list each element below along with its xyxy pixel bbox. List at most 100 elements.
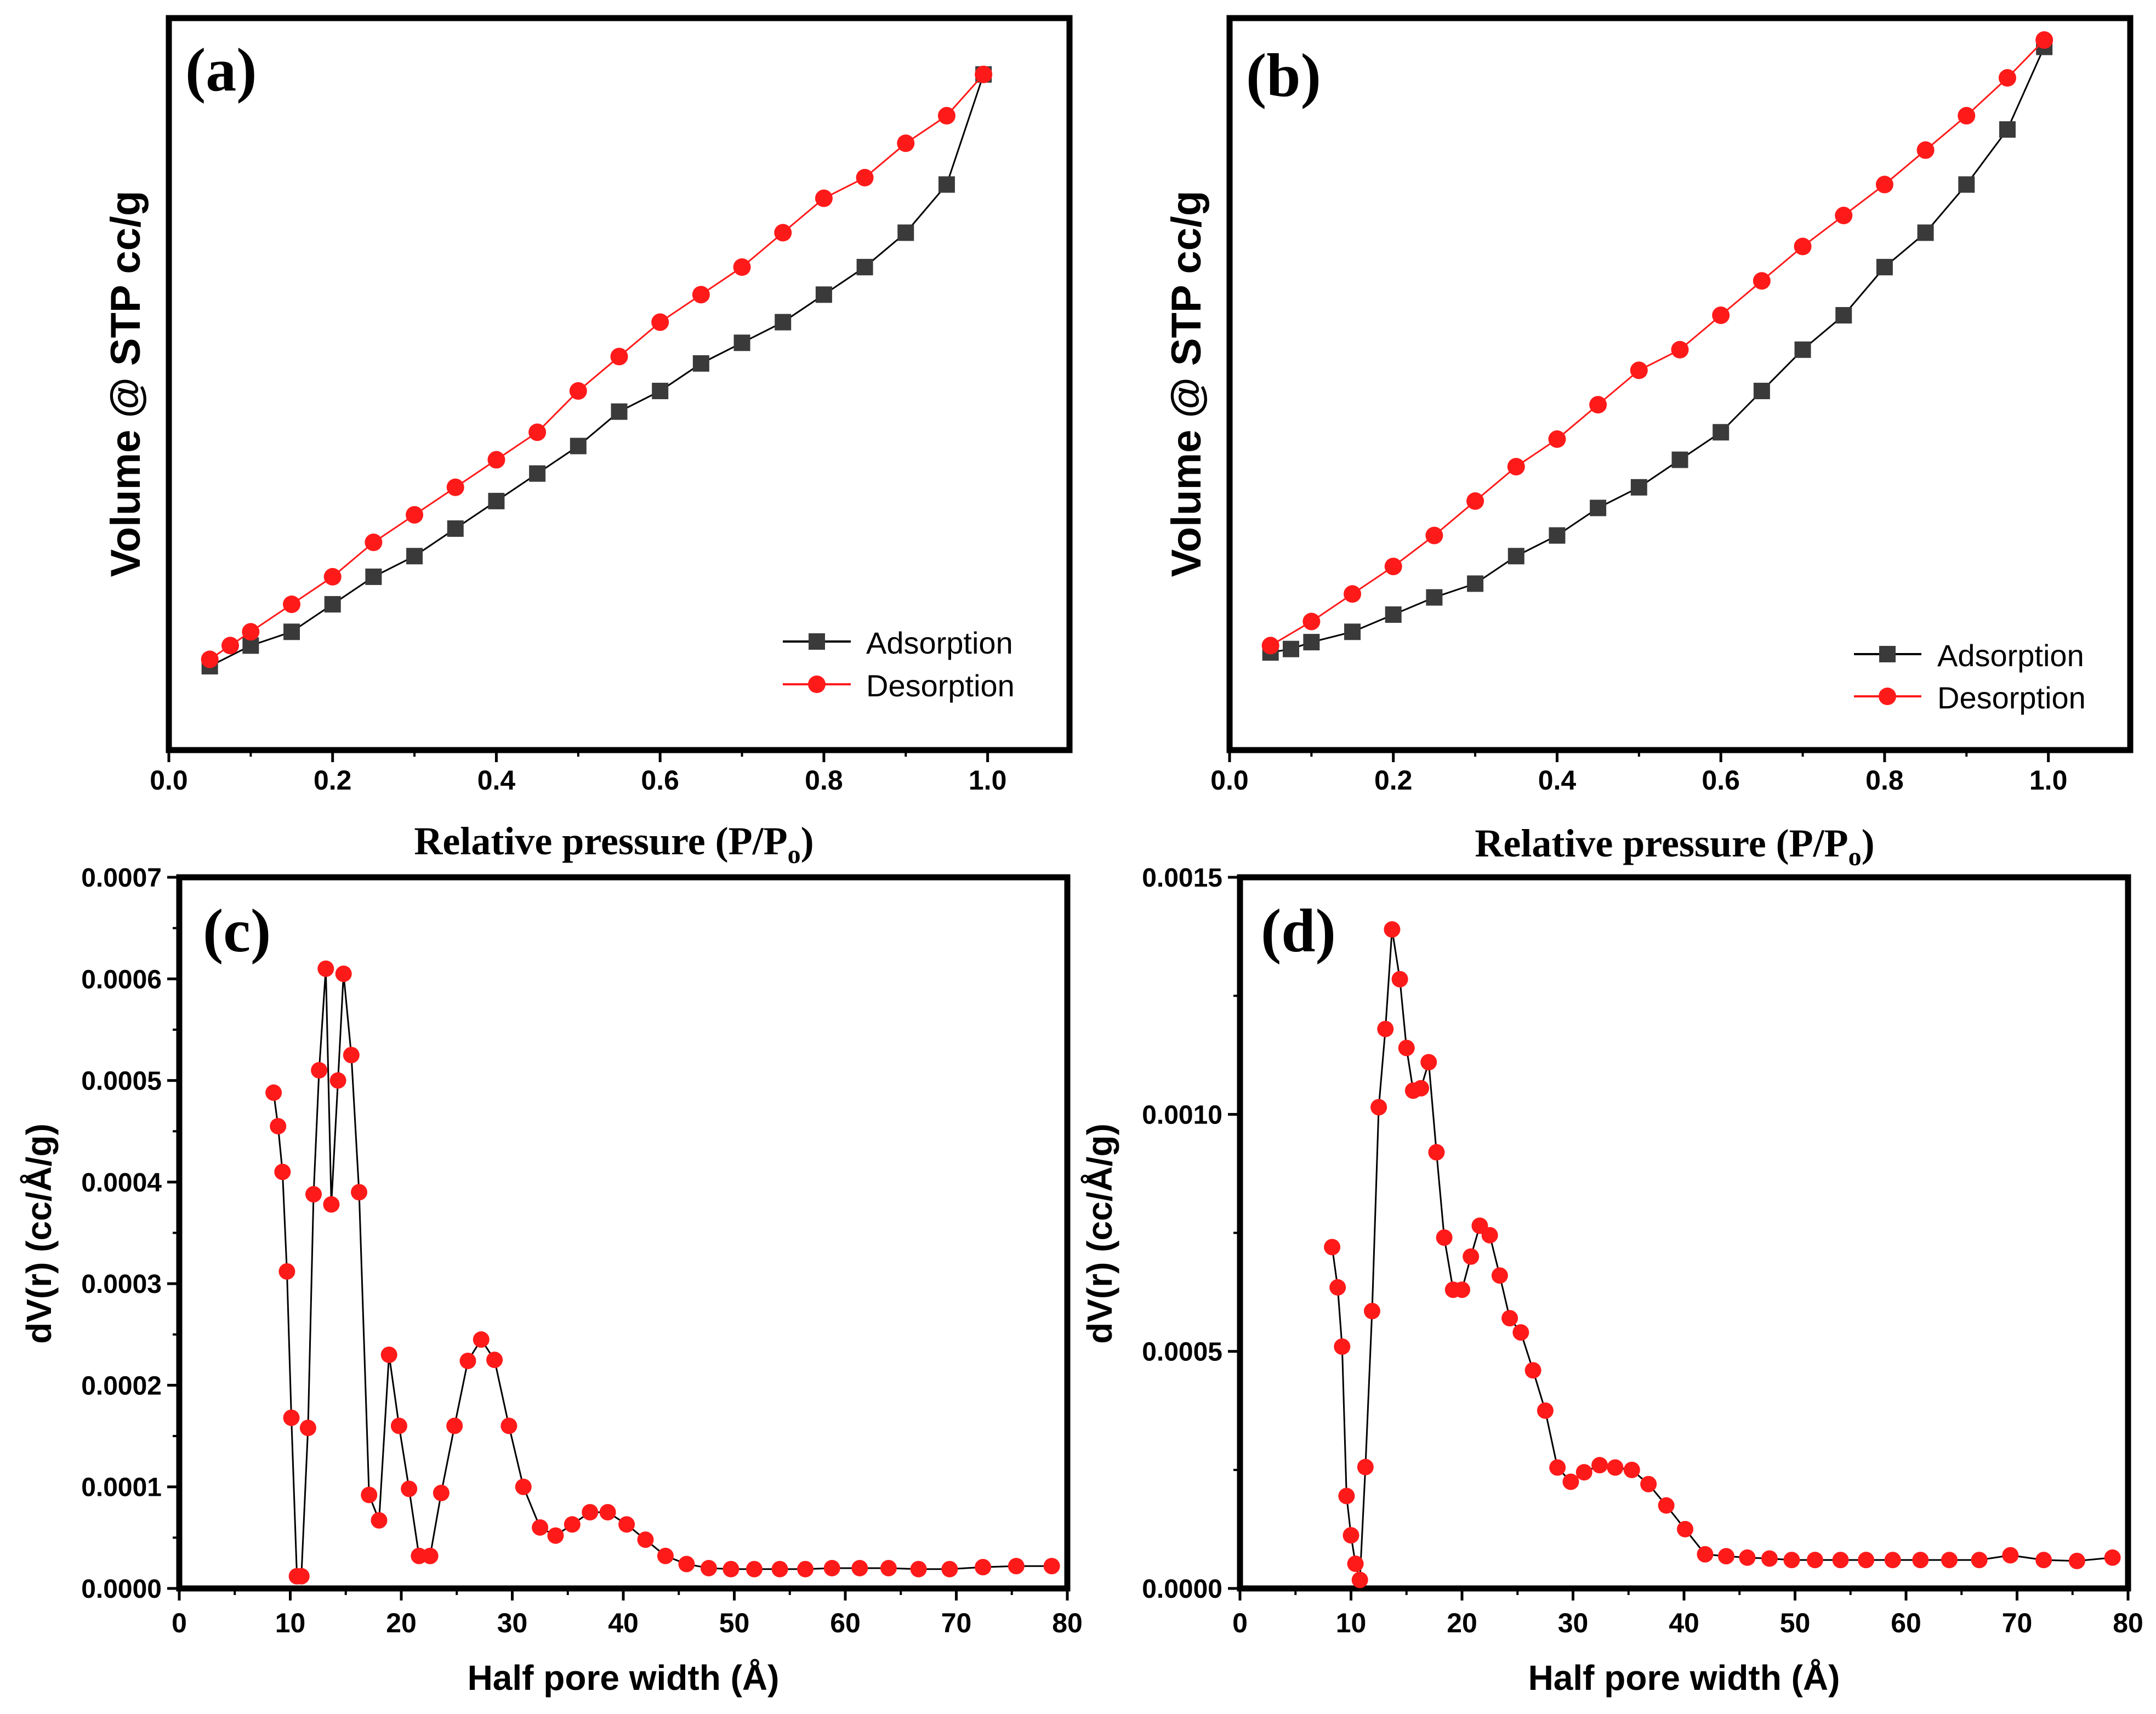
x-tick-label: 30 [1558, 1608, 1589, 1638]
data-point [351, 1184, 368, 1201]
y-tick-label: 0.0002 [81, 1371, 162, 1400]
data-point [1739, 1549, 1756, 1566]
y-tick-label: 0.0000 [1142, 1575, 1222, 1604]
legend-marker-desorption [1879, 688, 1896, 705]
data-point-adsorption [1467, 575, 1484, 592]
series-layer [1324, 921, 2121, 1588]
data-point [1607, 1459, 1624, 1476]
data-point [2035, 1552, 2052, 1569]
data-point [1454, 1281, 1470, 1298]
data-point-desorption [365, 534, 383, 552]
data-point-adsorption [1590, 500, 1607, 517]
legend-marker-desorption [808, 676, 826, 693]
data-point [1501, 1310, 1518, 1327]
data-point-adsorption [1303, 634, 1320, 651]
x-axis-label-close: ) [801, 819, 814, 863]
legend: Adsorption Desorption [1854, 638, 2086, 715]
x-tick-label: 0.4 [1538, 765, 1577, 796]
data-point [1512, 1324, 1529, 1341]
panel-label: (d) [1261, 897, 1336, 965]
data-point [746, 1560, 763, 1577]
data-point [1334, 1338, 1351, 1355]
series-layer [201, 65, 993, 675]
data-point [1324, 1239, 1341, 1256]
data-point-adsorption [938, 176, 955, 193]
data-point [1491, 1267, 1508, 1284]
data-point-adsorption [815, 286, 832, 303]
data-point [1524, 1362, 1541, 1379]
data-point-desorption [221, 637, 240, 655]
data-point-desorption [1507, 458, 1525, 476]
data-point-adsorption [1549, 527, 1566, 544]
data-point [1832, 1552, 1849, 1569]
data-point-adsorption [611, 403, 628, 420]
data-point [1761, 1550, 1778, 1567]
plot-frame [1226, 15, 2134, 753]
data-point [317, 960, 334, 977]
data-point [1858, 1552, 1875, 1569]
legend-label-adsorption: Adsorption [1937, 638, 2084, 673]
data-point [486, 1352, 503, 1369]
data-point [270, 1117, 287, 1134]
data-point-desorption [1630, 361, 1648, 379]
panel-a: 0.0 0.2 0.4 0.6 0.8 1.0 (a) Volume @ STP cc/g… [103, 15, 1073, 869]
data-point [1575, 1464, 1592, 1481]
y-tick-label: 0.0005 [81, 1067, 162, 1096]
data-point [335, 966, 352, 983]
y-axis-label: Volume @ STP cc/g [103, 191, 149, 577]
data-point [1677, 1520, 1694, 1537]
data-point-desorption [1466, 492, 1484, 510]
data-point [2068, 1552, 2085, 1569]
data-point-adsorption [406, 548, 423, 565]
legend-label-desorption: Desorption [1937, 680, 2086, 715]
x-tick-label: 40 [1669, 1608, 1699, 1638]
x-axis-label: Half pore width (Å) [1528, 1658, 1840, 1698]
x-tick-label: 1.0 [969, 765, 1007, 796]
data-point-desorption [774, 224, 792, 242]
x-tick-label: 0.0 [1210, 765, 1249, 796]
x-tick-label: 50 [1780, 1608, 1811, 1638]
x-tick-label: 60 [830, 1608, 861, 1638]
data-point-desorption [569, 382, 587, 400]
panel-c: 0 10 20 30 40 50 60 70 80 0.0000 0.0001 0.0002 0.000… [19, 864, 1083, 1698]
data-point [700, 1559, 717, 1576]
data-point-desorption [897, 134, 915, 152]
data-point [401, 1480, 418, 1497]
series-line [272, 968, 1052, 1577]
data-point-adsorption [529, 465, 546, 482]
data-point-desorption [1753, 272, 1771, 290]
data-point [473, 1331, 490, 1348]
legend-label-adsorption: Adsorption [866, 626, 1013, 660]
x-ticks: 0.0 0.2 0.4 0.6 0.8 1.0 [1210, 750, 2067, 796]
legend-marker-adsorption [809, 633, 825, 650]
data-point [1384, 921, 1401, 938]
data-point [618, 1516, 635, 1533]
panel-b: 0.0 0.2 0.4 0.6 0.8 1.0 (b) Volume @ STP cc/g… [1163, 15, 2134, 871]
data-point-desorption [1794, 237, 1812, 256]
x-axis-label: Relative pressure (P/Po) [1475, 821, 1874, 871]
data-point [823, 1559, 840, 1576]
data-point [329, 1072, 346, 1089]
y-tick-label: 0.0001 [81, 1473, 162, 1502]
data-point [305, 1186, 322, 1203]
data-point-adsorption [1426, 589, 1443, 606]
data-point-adsorption [570, 438, 587, 455]
data-point-adsorption [775, 314, 792, 331]
x-ticks: 0.0 0.2 0.4 0.6 0.8 1.0 [150, 750, 1006, 796]
data-point-desorption [1958, 107, 1976, 125]
data-point [564, 1516, 581, 1533]
x-tick-label: 30 [497, 1608, 528, 1638]
data-point [547, 1527, 564, 1544]
x-axis-label-main: Relative pressure (P/P [1475, 821, 1848, 865]
x-tick-label: 0.6 [1702, 765, 1740, 796]
plot-frame [176, 874, 1071, 1592]
legend: Adsorption Desorption [783, 626, 1015, 703]
data-point [657, 1547, 674, 1564]
x-tick-label: 0.2 [1374, 765, 1413, 796]
x-axis-label-sub: o [1848, 842, 1862, 871]
x-tick-label: 10 [1336, 1608, 1367, 1638]
data-point-desorption [937, 107, 955, 125]
x-tick-label: 70 [2002, 1608, 2033, 1638]
data-point [1537, 1402, 1554, 1419]
